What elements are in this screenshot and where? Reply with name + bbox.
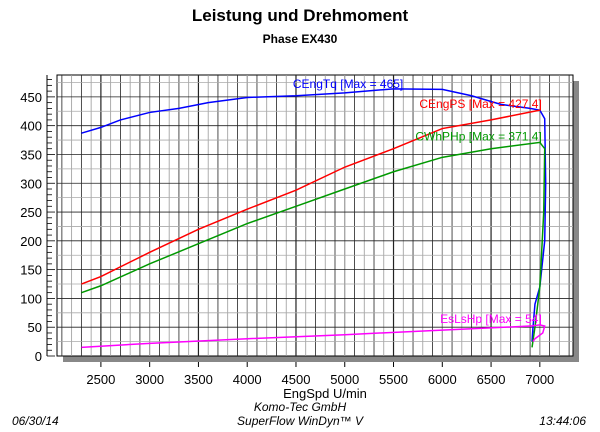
x-tick-label: 5000 [330, 372, 359, 387]
series-label-1: CEngPS [Max = 427.4] [419, 97, 541, 111]
footer-company: Komo-Tec GmbH [253, 400, 347, 414]
plot-frame [56, 74, 574, 357]
footer-date: 06/30/14 [12, 414, 59, 428]
series-line-0 [81, 88, 547, 342]
x-tick-label: 7000 [525, 372, 554, 387]
y-tick-label: 0 [35, 349, 42, 364]
y-tick-label: 250 [20, 205, 42, 220]
x-tick-label: 6500 [477, 372, 506, 387]
y-tick-label: 150 [20, 263, 42, 278]
series-label-2: CWhPHp [Max = 371.4] [415, 129, 541, 143]
footer-software: SuperFlow WinDyn™ V [237, 414, 363, 428]
series-line-2 [81, 141, 546, 348]
y-tick-label: 400 [20, 119, 42, 134]
series-line-3 [81, 324, 546, 349]
x-axis-label: EngSpd U/min [283, 386, 367, 401]
x-tick-label: 6000 [428, 372, 457, 387]
x-tick-label: 5500 [379, 372, 408, 387]
x-tick-label: 4500 [282, 372, 311, 387]
x-tick-label: 3500 [184, 372, 213, 387]
series-line-1 [81, 109, 540, 285]
y-tick-label: 100 [20, 291, 42, 306]
series-label-0: CEngTq [Max = 465] [293, 77, 403, 91]
x-tick-label: 3000 [135, 372, 164, 387]
y-tick-label: 200 [20, 234, 42, 249]
y-tick-label: 50 [28, 320, 42, 335]
x-tick-label: 2500 [86, 372, 115, 387]
chart-subtitle: Phase EX430 [262, 32, 338, 46]
y-tick-label: 350 [20, 147, 42, 162]
y-tick-label: 300 [20, 176, 42, 191]
series-label-3: EsLsHp [Max = 54] [440, 312, 542, 326]
chart-title: Leistung und Drehmoment [191, 6, 409, 25]
x-tick-label: 4000 [233, 372, 262, 387]
footer-time: 13:44:06 [539, 414, 586, 428]
y-tick-label: 450 [20, 90, 42, 105]
